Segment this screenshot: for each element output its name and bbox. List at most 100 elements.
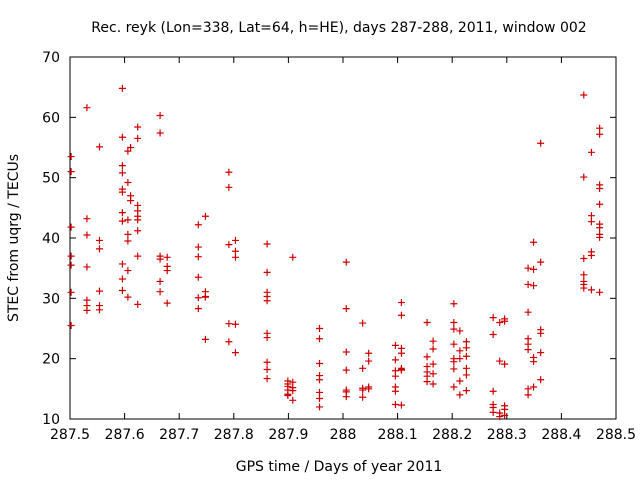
data-point — [397, 311, 405, 319]
x-axis: 287.5 287.6 287.7 287.8 287.9 288 288.1 288.2 28… — [50, 57, 636, 443]
data-point — [124, 178, 132, 186]
data-point — [501, 360, 509, 368]
data-point — [489, 408, 497, 416]
data-point — [537, 329, 545, 337]
data-point — [450, 300, 458, 308]
data-point — [496, 357, 504, 365]
data-point — [530, 265, 538, 273]
data-point — [95, 236, 103, 244]
data-point — [596, 233, 604, 241]
data-point — [391, 356, 399, 364]
data-point — [501, 405, 509, 413]
data-point — [231, 349, 239, 357]
y-tick-label: 50 — [42, 171, 60, 187]
data-point — [462, 387, 470, 395]
data-point — [225, 183, 233, 191]
data-point — [316, 403, 324, 411]
data-point — [342, 305, 350, 313]
data-point — [397, 366, 405, 374]
data-point — [83, 263, 91, 271]
data-point — [118, 84, 126, 92]
data-point — [124, 216, 132, 224]
data-point — [289, 396, 297, 404]
data-point — [194, 305, 202, 313]
data-point — [580, 271, 588, 279]
data-point — [201, 212, 209, 220]
data-point — [342, 258, 350, 266]
data-point — [429, 370, 437, 378]
data-point — [450, 365, 458, 373]
data-point — [263, 334, 271, 342]
data-point — [118, 162, 126, 170]
data-point — [423, 318, 431, 326]
data-point — [423, 353, 431, 361]
data-point — [537, 349, 545, 357]
data-point — [124, 293, 132, 301]
data-point — [67, 261, 75, 269]
data-point — [342, 366, 350, 374]
data-point — [596, 130, 604, 138]
data-point — [263, 366, 271, 374]
data-point — [118, 133, 126, 141]
data-point — [134, 216, 142, 224]
data-point — [316, 325, 324, 332]
data-point — [456, 391, 464, 399]
data-point — [67, 288, 75, 296]
data-point — [231, 247, 239, 255]
data-point — [456, 327, 464, 335]
data-point — [231, 236, 239, 244]
data-point — [530, 383, 538, 391]
data-point — [587, 286, 595, 294]
data-point — [134, 252, 142, 260]
data-point — [450, 383, 458, 391]
data-point — [316, 394, 324, 402]
data-point — [127, 197, 135, 205]
data-point — [194, 253, 202, 261]
data-point — [342, 348, 350, 356]
data-point — [489, 314, 497, 322]
data-point — [263, 297, 271, 305]
data-point — [289, 253, 297, 261]
data-point — [67, 252, 75, 260]
data-point — [596, 288, 604, 296]
x-tick-label: 287.8 — [214, 427, 254, 443]
data-point — [456, 347, 464, 355]
data-point — [462, 371, 470, 379]
data-point — [194, 221, 202, 229]
data-point — [580, 91, 588, 99]
data-point — [450, 358, 458, 366]
data-point — [83, 104, 91, 112]
x-tick-label: 287.5 — [50, 427, 90, 443]
data-point — [462, 338, 470, 346]
data-point — [83, 215, 91, 223]
data-point — [359, 393, 367, 401]
data-point — [456, 355, 464, 363]
x-tick-label: 287.6 — [105, 427, 145, 443]
data-point — [489, 331, 497, 339]
x-tick-label: 288.3 — [487, 427, 527, 443]
data-point — [524, 346, 532, 354]
data-point — [587, 148, 595, 156]
data-point — [524, 308, 532, 316]
data-point — [225, 168, 233, 176]
data-point — [537, 139, 545, 147]
y-tick-label: 40 — [42, 231, 60, 247]
data-point — [365, 385, 373, 393]
data-point — [429, 345, 437, 353]
data-point — [462, 364, 470, 372]
y-axis-label: STEC from uqrg / TECUs — [6, 154, 22, 322]
data-point — [580, 255, 588, 263]
data-point — [134, 134, 142, 142]
data-point — [201, 335, 209, 343]
data-point — [156, 129, 164, 137]
data-point — [397, 401, 405, 409]
data-point — [95, 287, 103, 295]
y-tick-label: 10 — [42, 412, 60, 428]
data-point — [124, 267, 132, 275]
data-point — [587, 212, 595, 220]
data-point — [365, 357, 373, 365]
data-point — [124, 230, 132, 238]
data-point — [462, 352, 470, 360]
data-point — [316, 388, 324, 396]
